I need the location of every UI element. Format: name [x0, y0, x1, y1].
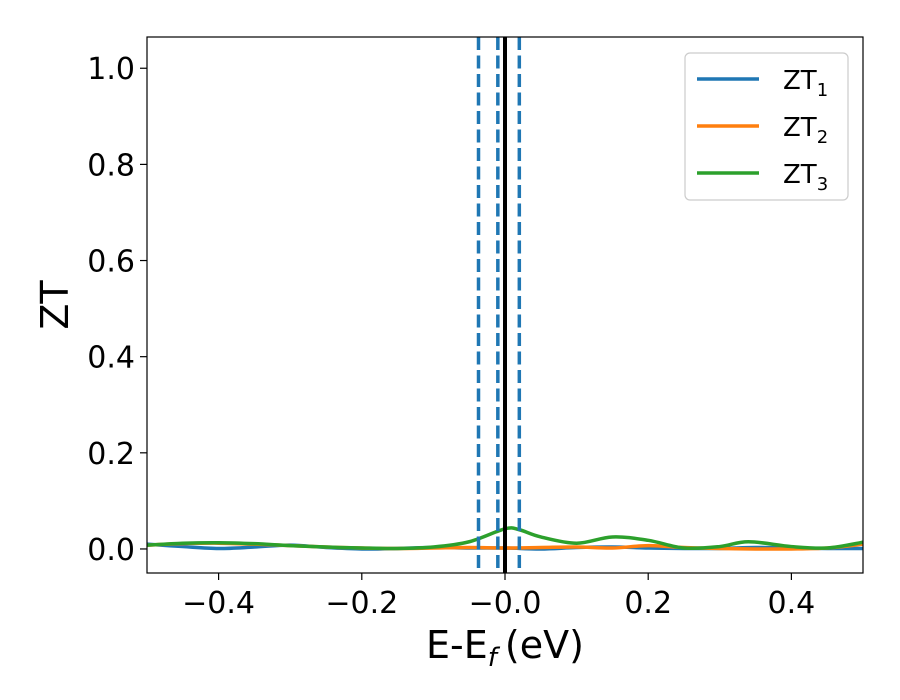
legend-box — [684, 52, 849, 201]
y-tick-label: 0.0 — [87, 533, 135, 568]
x-tick-label: 0.4 — [768, 586, 816, 621]
x-tick-label: −0.2 — [325, 586, 398, 621]
legend-label-zt2: ZT2 — [783, 113, 828, 148]
x-axis-label-main: E-E — [426, 623, 488, 667]
y-tick-label: 0.2 — [87, 437, 135, 472]
y-tick-label: 0.4 — [87, 341, 135, 376]
legend-label-zt3: ZT3 — [783, 160, 828, 195]
legend-label-zt1: ZT1 — [783, 66, 828, 101]
y-tick-label: 0.8 — [87, 148, 135, 183]
y-axis-label: ZT — [33, 280, 77, 330]
x-axis-label-sub: f — [488, 643, 501, 673]
x-axis-label: E-Ef (eV) — [426, 623, 584, 673]
series-line-zt3 — [147, 526, 863, 551]
x-tick-label: 0.2 — [624, 586, 672, 621]
x-tick-label: −0.4 — [182, 586, 255, 621]
y-tick-label: 0.6 — [87, 245, 135, 280]
x-tick-label: −0.0 — [469, 586, 542, 621]
x-axis-label-unit: (eV) — [505, 623, 584, 667]
y-tick-label: 1.0 — [87, 52, 135, 87]
